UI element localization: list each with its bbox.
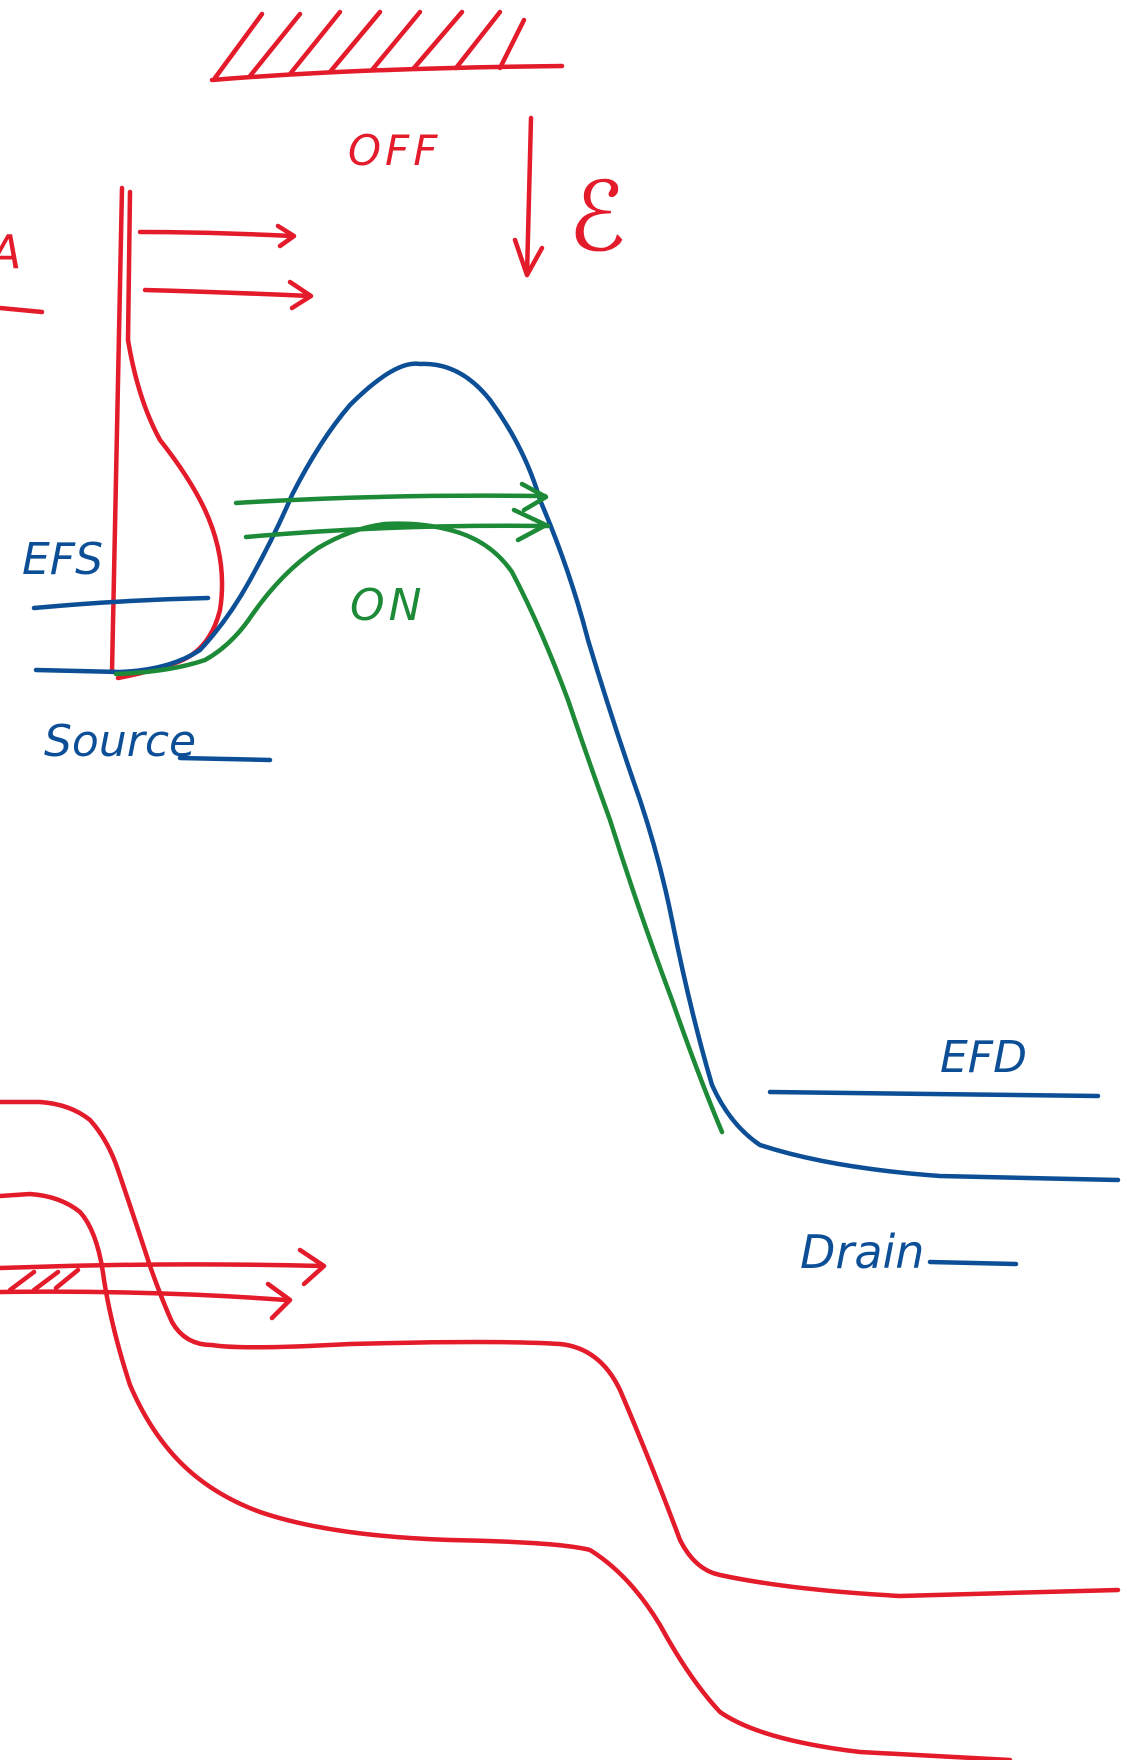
on-barrier-band: [113, 521, 725, 1135]
source-underline: [177, 755, 273, 763]
source-wall: [109, 185, 225, 681]
gate-electrode-line: [209, 63, 565, 83]
off-label: OFF: [348, 126, 441, 175]
carrier-distribution-curve: [115, 337, 225, 681]
tunneling-arrows-top: [137, 223, 314, 311]
source-label: Source: [44, 716, 196, 767]
drain-underline: [927, 1259, 1019, 1267]
gate-electrode-hatch: [209, 9, 565, 83]
edge-line-fragment: [0, 305, 45, 315]
lower-band-upper: [0, 1099, 1121, 1599]
on-tunneling-arrows: [233, 481, 551, 543]
tunneling-arrows-bottom: [0, 1247, 327, 1321]
lower-band-lower: [0, 1191, 1013, 1760]
on-label: ON: [350, 580, 426, 631]
efd-label: EFD: [940, 1032, 1027, 1083]
drain-label: Drain: [800, 1225, 924, 1279]
field-arrow: [512, 115, 545, 278]
edge-label-fragment: A: [0, 225, 21, 279]
lower-hatch-fragment: [7, 1267, 81, 1293]
efs-label: EFS: [22, 534, 103, 585]
source-fermi-level-line: [31, 595, 211, 611]
drain-fermi-level-line: [767, 1089, 1101, 1099]
field-symbol: ℰ: [568, 161, 626, 273]
